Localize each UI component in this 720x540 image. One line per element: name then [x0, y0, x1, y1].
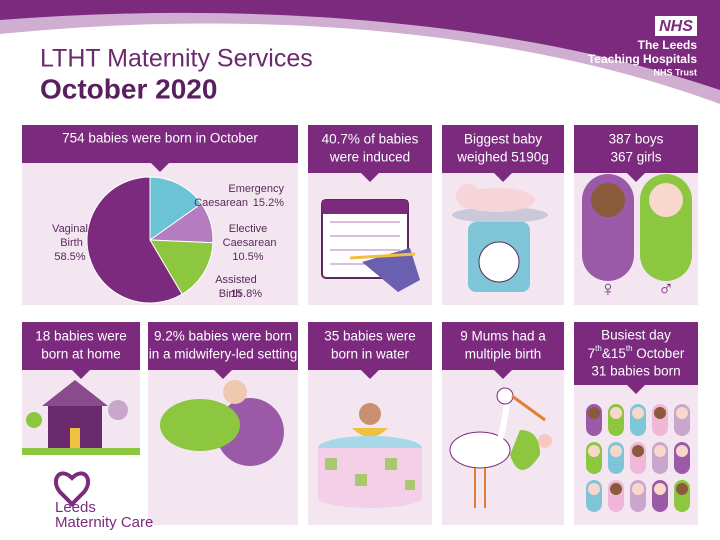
baby-face	[632, 483, 644, 495]
pie-value-label: 58.5%	[54, 251, 85, 263]
tile-text: Biggest baby	[464, 132, 542, 147]
tile-header	[442, 322, 564, 370]
pie-label: Elective Caesarean	[220, 223, 277, 249]
tile-pointer	[361, 370, 379, 379]
baby-face	[588, 407, 600, 419]
tile-header	[308, 322, 432, 370]
date-part: th	[595, 344, 602, 353]
baby-face	[654, 445, 666, 457]
tile-pointer	[627, 173, 645, 182]
pie-slice	[86, 176, 183, 304]
date-part: &15	[602, 346, 626, 361]
tile-text: weighed 5190g	[456, 150, 549, 165]
pie-slice	[149, 176, 203, 241]
illustrations: ♀ ♂	[22, 174, 692, 508]
pie-value-label: 10.5%	[232, 251, 263, 263]
tile-text: 35 babies were	[324, 329, 416, 344]
pie-label: Emergency Caesarean	[194, 183, 284, 209]
tile-header	[308, 125, 432, 173]
baby-face	[610, 445, 622, 457]
tile-header	[22, 322, 140, 370]
tile-pointer	[72, 370, 90, 379]
tile-pointer	[494, 370, 512, 379]
pie-label: Vaginal Birth	[52, 223, 88, 249]
baby-face	[654, 483, 666, 495]
tile-text: 387 boys	[609, 132, 664, 147]
pie-value-label: 15.2%	[253, 197, 284, 209]
subtitle: October 2020	[40, 73, 217, 104]
tile-text: multiple birth	[465, 347, 542, 362]
tile-text: Busiest day	[601, 328, 671, 343]
baby-face	[588, 445, 600, 457]
nhs-badge	[655, 16, 697, 36]
pie-slice	[149, 239, 214, 295]
baby-face	[632, 445, 644, 457]
svg-text:♂: ♂	[658, 276, 675, 301]
tile-text: 367 girls	[610, 150, 661, 165]
nhs-line: Teaching Hospitals	[588, 52, 697, 66]
baby-face	[588, 483, 600, 495]
tile-text: 40.7% of babies	[322, 132, 419, 147]
baby-face	[610, 483, 622, 495]
tile-text: 31 babies born	[591, 364, 680, 379]
tile-text: 7th&15th October	[588, 344, 685, 360]
baby-face	[676, 483, 688, 495]
tile-pointer	[151, 163, 169, 172]
tile-text: 9.2% babies were born	[154, 329, 292, 344]
nhs-line: NHS Trust	[653, 67, 697, 77]
tile-text: were induced	[329, 150, 410, 165]
tile-text: born in water	[331, 347, 410, 362]
baby-face	[654, 407, 666, 419]
tile-text: 9 Mums had a	[460, 329, 546, 344]
tile-pointer	[361, 173, 379, 182]
svg-text:♀: ♀	[600, 276, 617, 301]
nhs-line: The Leeds	[638, 38, 698, 52]
title: LTHT Maternity Services	[40, 45, 313, 73]
baby-face	[676, 407, 688, 419]
date-part: 7	[588, 346, 596, 361]
logo-text: Leeds	[55, 499, 96, 516]
tile-header	[148, 322, 298, 370]
header-wave	[0, 0, 720, 90]
tile-header	[574, 322, 698, 385]
tile-pointer	[494, 173, 512, 182]
date-part: October	[633, 346, 685, 361]
logo-text: Maternity Care	[55, 514, 153, 531]
pie-value-label: 15.8%	[231, 288, 262, 300]
pie-title: 754 babies were born in October	[62, 131, 258, 146]
tile-pointer	[214, 370, 232, 379]
tile-text: born at home	[41, 347, 121, 362]
tile-header	[22, 125, 298, 163]
tile-text: in a midwifery-led setting	[149, 347, 298, 362]
baby-face	[610, 407, 622, 419]
tile-text: 18 babies were	[35, 329, 127, 344]
pie-label: Assisted Birth	[215, 274, 257, 300]
tile-header	[574, 125, 698, 173]
date-part: th	[626, 344, 633, 353]
logo-heart	[53, 471, 91, 507]
baby-face	[632, 407, 644, 419]
baby-face	[676, 445, 688, 457]
nhs-badge-text: NHS	[659, 18, 693, 35]
tile-pointer	[627, 385, 645, 394]
tile-header	[442, 125, 564, 173]
